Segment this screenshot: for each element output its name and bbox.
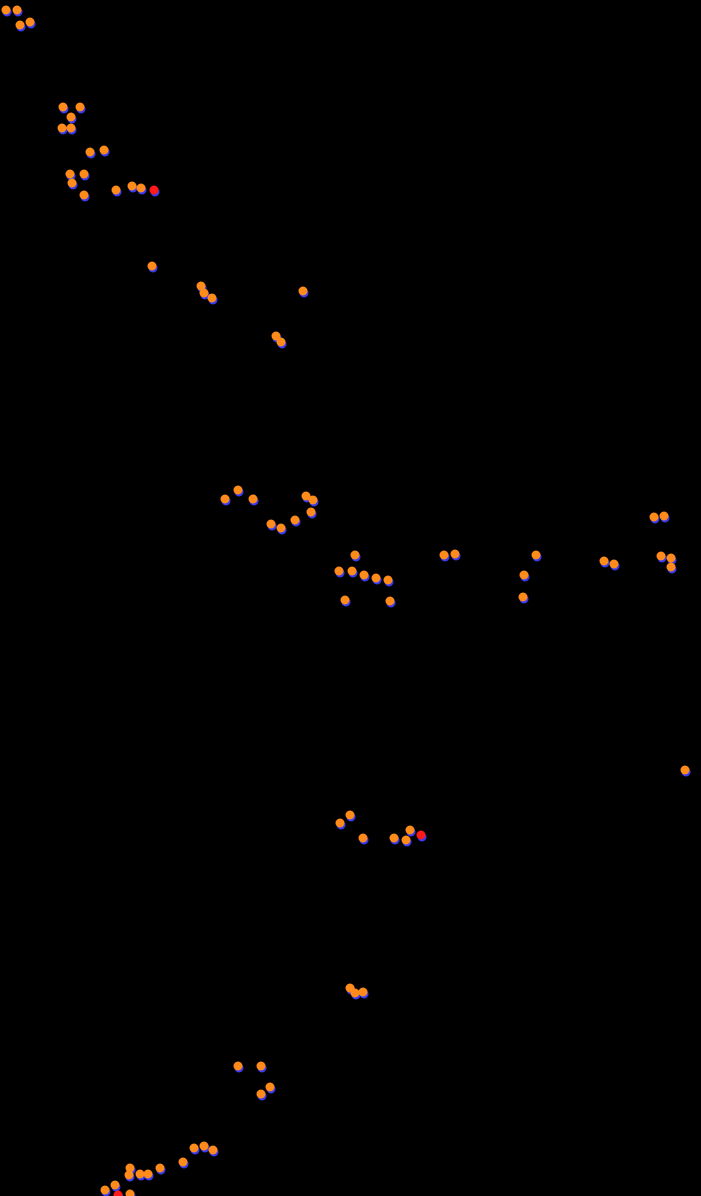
marker-main: [59, 103, 68, 112]
marker-main: [179, 1158, 188, 1167]
marker-main: [519, 593, 528, 602]
marker-main: [532, 551, 541, 560]
marker-main: [86, 148, 95, 157]
marker-main: [100, 146, 109, 155]
marker-main: [359, 988, 368, 997]
marker-main: [667, 563, 676, 572]
marker-main: [111, 1181, 120, 1190]
marker-main: [600, 557, 609, 566]
marker-main: [58, 124, 67, 133]
marker-highlight: [150, 186, 159, 195]
marker-main: [657, 552, 666, 561]
marker-main: [351, 551, 360, 560]
marker-main: [336, 819, 345, 828]
marker-main: [13, 6, 22, 15]
marker-main: [76, 103, 85, 112]
marker-main: [80, 170, 89, 179]
marker-main: [660, 512, 669, 521]
marker-main: [309, 496, 318, 505]
marker-main: [681, 766, 690, 775]
marker-main: [299, 287, 308, 296]
marker-main: [451, 550, 460, 559]
marker-main: [390, 834, 399, 843]
marker-main: [384, 576, 393, 585]
marker-main: [667, 554, 676, 563]
marker-main: [440, 551, 449, 560]
marker-main: [156, 1164, 165, 1173]
scatter-plot: [0, 0, 701, 1196]
marker-main: [125, 1171, 134, 1180]
marker-main: [209, 1146, 218, 1155]
marker-main: [386, 597, 395, 606]
marker-main: [359, 834, 368, 843]
marker-main: [234, 1062, 243, 1071]
marker-main: [360, 571, 369, 580]
marker-main: [234, 486, 243, 495]
marker-main: [257, 1062, 266, 1071]
marker-main: [266, 1083, 275, 1092]
marker-main: [520, 571, 529, 580]
marker-main: [307, 508, 316, 517]
marker-main: [137, 184, 146, 193]
marker-main: [249, 495, 258, 504]
marker-main: [372, 574, 381, 583]
marker-main: [200, 1142, 209, 1151]
marker-main: [291, 516, 300, 525]
marker-main: [348, 567, 357, 576]
marker-main: [267, 520, 276, 529]
marker-main: [335, 567, 344, 576]
marker-main: [67, 113, 76, 122]
marker-main: [257, 1090, 266, 1099]
marker-main: [341, 596, 350, 605]
marker-main: [610, 560, 619, 569]
marker-main: [402, 836, 411, 845]
marker-highlight: [114, 1191, 123, 1196]
marker-main: [148, 262, 157, 271]
marker-main: [346, 811, 355, 820]
marker-main: [126, 1190, 135, 1196]
marker-main: [66, 170, 75, 179]
marker-main: [277, 338, 286, 347]
marker-main: [2, 6, 11, 15]
marker-main: [650, 513, 659, 522]
marker-main: [144, 1170, 153, 1179]
marker-main: [68, 179, 77, 188]
marker-main: [221, 495, 230, 504]
marker-main: [101, 1186, 110, 1195]
marker-highlight: [417, 831, 426, 840]
marker-main: [208, 294, 217, 303]
marker-main: [128, 182, 137, 191]
marker-main: [406, 826, 415, 835]
marker-main: [112, 186, 121, 195]
marker-main: [26, 18, 35, 27]
marker-main: [16, 21, 25, 30]
marker-main: [277, 524, 286, 533]
marker-main: [67, 124, 76, 133]
marker-main: [190, 1144, 199, 1153]
marker-main: [80, 191, 89, 200]
